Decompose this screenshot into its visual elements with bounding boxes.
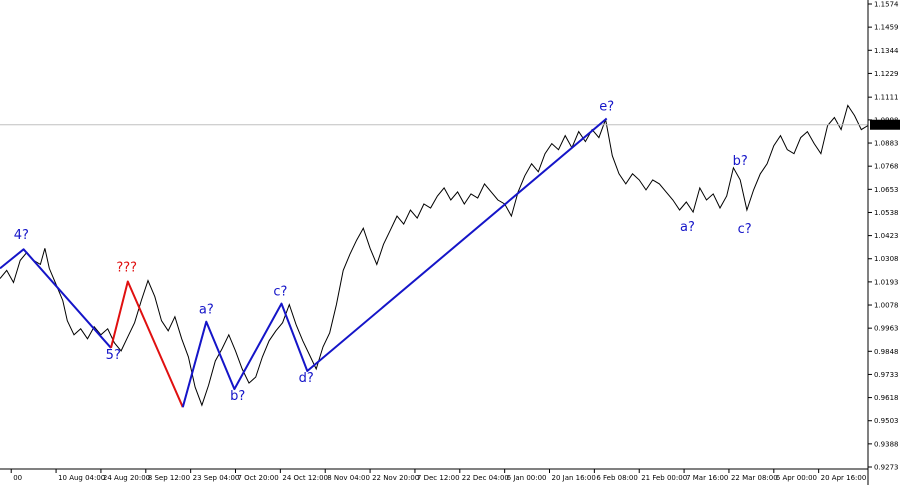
wave-line-1 — [110, 280, 184, 408]
wave-label-9: b? — [733, 154, 748, 169]
x-tick-label: 20 Apr 16:00 — [821, 474, 867, 482]
current-price-box — [870, 119, 900, 130]
wave-line-0 — [0, 248, 112, 349]
y-tick-label: 1.0653 — [874, 186, 899, 194]
y-tick-label: 0.9503 — [874, 417, 899, 425]
y-tick-label: 1.0423 — [874, 232, 899, 240]
x-tick-label: 24 Oct 12:00 — [282, 474, 328, 482]
price-series — [0, 104, 869, 407]
y-tick-label: 0.9733 — [874, 371, 899, 379]
current-price-label: 1.0974 — [874, 121, 899, 129]
y-tick-label: 0.9618 — [874, 394, 899, 402]
wave-line-2 — [181, 117, 608, 408]
y-tick-label: 1.1574 — [874, 1, 899, 9]
x-tick-label: 8 Sep 12:00 — [148, 474, 190, 482]
y-tick-label: 1.1459 — [874, 24, 899, 32]
wave-label-8: a? — [680, 220, 695, 235]
wave-label-0: 4? — [14, 228, 29, 243]
wave-label-6: d? — [299, 371, 314, 386]
price-axis: 1.15741.14591.13441.12291.11111.09981.08… — [867, 0, 900, 485]
y-tick-label: 1.0193 — [874, 278, 899, 286]
x-tick-label: 22 Mar 08:00 — [731, 474, 778, 482]
x-tick-label: 10 Aug 04:00 — [58, 474, 105, 482]
x-tick-label: 20 Jan 16:00 — [552, 474, 596, 482]
wave-label-3: a? — [199, 303, 214, 318]
wave-label-7: e? — [599, 99, 614, 114]
x-tick-label: 7 Oct 20:00 — [238, 474, 279, 482]
x-tick-label: 21 Feb 00:00 — [641, 474, 687, 482]
wave-label-10: c? — [738, 222, 752, 237]
x-tick-label: 00 — [13, 474, 22, 482]
wave-label-5: c? — [273, 285, 287, 300]
x-tick-label: 24 Aug 20:00 — [103, 474, 150, 482]
x-tick-label: 7 Mar 16:00 — [686, 474, 728, 482]
x-tick-label: 22 Nov 20:00 — [372, 474, 419, 482]
x-tick-label: 7 Dec 12:00 — [417, 474, 460, 482]
x-tick-label: 6 Jan 00:00 — [507, 474, 547, 482]
y-tick-label: 1.0308 — [874, 255, 899, 263]
y-tick-label: 1.1344 — [874, 47, 899, 55]
y-tick-label: 0.9273 — [874, 464, 899, 472]
y-tick-label: 0.9388 — [874, 440, 899, 448]
y-tick-label: 1.1111 — [874, 94, 899, 102]
wave-label-4: b? — [230, 389, 245, 404]
x-tick-label: 6 Apr 00:00 — [776, 474, 817, 482]
wave-label-1: 5? — [106, 348, 121, 363]
y-tick-label: 0.9848 — [874, 348, 899, 356]
y-tick-label: 1.0768 — [874, 163, 899, 171]
x-tick-label: 22 Dec 04:00 — [462, 474, 509, 482]
y-tick-label: 0.9963 — [874, 325, 899, 333]
y-tick-label: 1.0883 — [874, 140, 899, 148]
x-tick-label: 23 Sep 04:00 — [193, 474, 240, 482]
y-tick-label: 1.0078 — [874, 302, 899, 310]
wave-markup: 4? 5???? a? b? c? d? e? a? b? c? — [0, 99, 752, 408]
x-tick-label: 6 Feb 08:00 — [596, 474, 637, 482]
wave-label-2: ??? — [116, 260, 137, 275]
x-tick-label: 8 Nov 04:00 — [327, 474, 370, 482]
y-tick-label: 1.1229 — [874, 70, 899, 78]
price-line-0 — [0, 104, 869, 407]
y-tick-label: 1.0538 — [874, 209, 899, 217]
